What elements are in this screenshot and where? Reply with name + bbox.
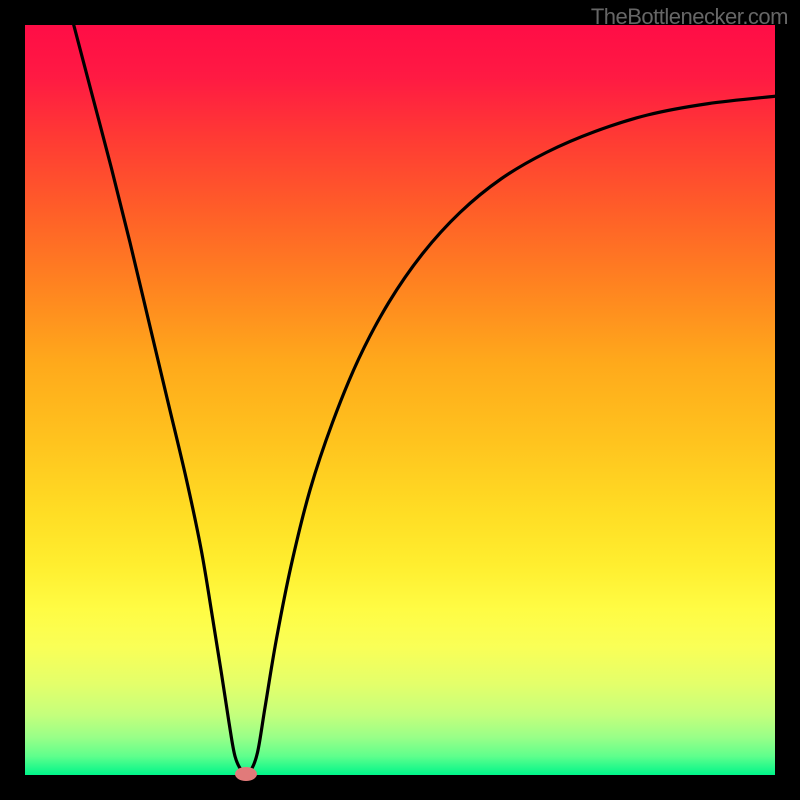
optimal-point-marker xyxy=(235,767,257,781)
figure-root: TheBottlenecker.com xyxy=(0,0,800,800)
plot-area xyxy=(25,25,775,775)
bottleneck-curve xyxy=(25,25,775,775)
